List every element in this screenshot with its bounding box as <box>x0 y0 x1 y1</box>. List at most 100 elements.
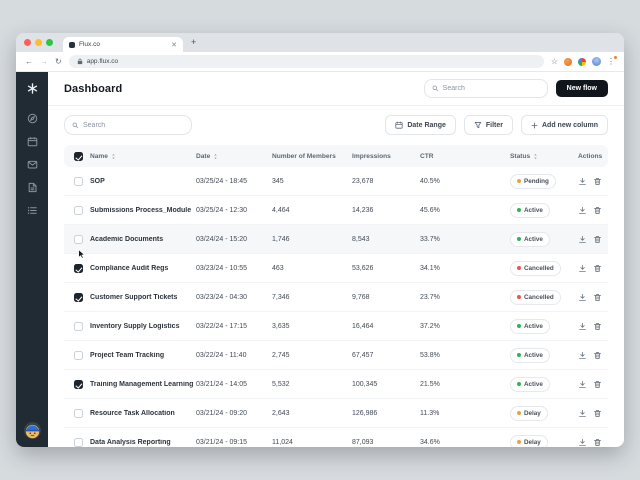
mouse-cursor-icon <box>78 248 85 259</box>
download-icon[interactable] <box>578 264 587 273</box>
update-badge <box>613 55 617 59</box>
table-row[interactable]: Training Management Learning 03/21/24 - 1… <box>64 370 608 399</box>
zoom-window-button[interactable] <box>46 39 53 46</box>
global-search-field[interactable] <box>442 85 540 92</box>
trash-icon[interactable] <box>593 235 602 244</box>
url-text: app.flux.co <box>86 58 119 65</box>
add-new-column-button[interactable]: Add new column <box>521 115 608 135</box>
sidebar-item-mail[interactable] <box>23 157 41 173</box>
table-row[interactable]: Inventory Supply Logistics 03/22/24 - 17:… <box>64 312 608 341</box>
table-row[interactable]: Submissions Process_Module 03/25/24 - 12:… <box>64 196 608 225</box>
row-checkbox[interactable] <box>74 321 83 331</box>
trash-icon[interactable] <box>593 206 602 215</box>
row-checkbox[interactable] <box>74 234 83 244</box>
forward-icon[interactable]: → <box>40 56 48 66</box>
browser-tab[interactable]: Flux.co ✕ <box>63 37 183 52</box>
extension-icon[interactable] <box>578 57 586 66</box>
column-header-date[interactable]: Date <box>196 153 272 160</box>
trash-icon[interactable] <box>593 322 602 331</box>
filter-button[interactable]: Filter <box>463 115 513 135</box>
download-icon[interactable] <box>578 409 587 418</box>
select-all-checkbox[interactable] <box>74 151 83 161</box>
trash-icon[interactable] <box>593 351 602 360</box>
browser-profile-avatar[interactable] <box>592 57 601 66</box>
cell-status: Cancelled <box>510 260 578 276</box>
reload-icon[interactable]: ↻ <box>55 56 62 66</box>
table-row[interactable]: Data Analysis Reporting 03/21/24 - 09:15 1… <box>64 428 608 447</box>
cell-date: 03/21/24 - 09:15 <box>196 438 247 446</box>
bookmark-star-icon[interactable]: ☆ <box>550 56 558 66</box>
row-checkbox-cell <box>64 437 90 447</box>
table-row[interactable]: Project Team Tracking 03/22/24 - 11:40 2,7… <box>64 341 608 370</box>
sidebar-item-list[interactable] <box>23 203 41 219</box>
browser-addressbar: ← → ↻ app.flux.co ☆ ⋮ <box>16 52 624 72</box>
extension-icon[interactable] <box>564 57 572 66</box>
minimize-window-button[interactable] <box>35 39 42 46</box>
sidebar-item-dashboard[interactable] <box>23 111 41 127</box>
table-row[interactable]: Academic Documents 03/24/24 - 15:20 1,746 8… <box>64 225 608 259</box>
cell-ctr: 21.5% <box>420 380 440 388</box>
cell-date: 03/21/24 - 14:05 <box>196 380 247 388</box>
table-row[interactable]: Compliance Audit Regs 03/23/24 - 10:55 463… <box>64 254 608 283</box>
cell-members: 3,635 <box>272 322 290 330</box>
row-checkbox[interactable] <box>74 408 83 418</box>
sort-icon <box>214 153 218 159</box>
trash-icon[interactable] <box>593 293 602 302</box>
column-header-status[interactable]: Status <box>510 153 578 160</box>
new-flow-button[interactable]: New flow <box>555 80 608 97</box>
trash-icon[interactable] <box>593 438 602 447</box>
download-icon[interactable] <box>578 177 587 186</box>
row-checkbox[interactable] <box>74 292 83 302</box>
sidebar-item-calendar[interactable] <box>23 134 41 150</box>
url-bar[interactable]: app.flux.co <box>68 55 544 68</box>
download-icon[interactable] <box>578 206 587 215</box>
table-search-input[interactable] <box>64 115 192 135</box>
column-header-members[interactable]: Number of Members <box>272 152 336 160</box>
download-icon[interactable] <box>578 293 587 302</box>
addressbar-actions: ☆ ⋮ <box>550 55 617 66</box>
download-icon[interactable] <box>578 351 587 360</box>
status-badge: Active <box>510 347 550 363</box>
status-badge: Pending <box>510 173 556 189</box>
sidebar-item-documents[interactable] <box>23 180 41 196</box>
plus-icon <box>531 122 538 129</box>
column-header-name[interactable]: Name <box>90 153 196 160</box>
cell-members: 2,643 <box>272 409 290 417</box>
browser-tabstrip: Flux.co ✕ + <box>16 33 624 52</box>
download-icon[interactable] <box>578 322 587 331</box>
table-row[interactable]: SOP 03/25/24 - 18:45 345 23,678 40.5% Pending <box>64 167 608 196</box>
trash-icon[interactable] <box>593 380 602 389</box>
table-search-field[interactable] <box>83 121 184 129</box>
page-header: Dashboard New flow <box>48 72 624 106</box>
global-search-input[interactable] <box>423 79 548 98</box>
browser-menu-icon[interactable]: ⋮ <box>607 55 617 66</box>
row-checkbox[interactable] <box>74 379 83 389</box>
trash-icon[interactable] <box>593 177 602 186</box>
tab-close-icon[interactable]: ✕ <box>171 41 177 49</box>
table-row[interactable]: Resource Task Allocation 03/21/24 - 09:20… <box>64 399 608 428</box>
row-checkbox[interactable] <box>74 205 83 215</box>
cell-members: 463 <box>272 264 284 272</box>
row-checkbox[interactable] <box>74 350 83 360</box>
cell-impressions: 23,678 <box>352 177 374 185</box>
table-row[interactable]: Customer Support Tickets 03/23/24 - 04:30… <box>64 283 608 312</box>
row-checkbox[interactable] <box>74 263 83 273</box>
cell-status: Active <box>510 347 578 363</box>
column-header-ctr[interactable]: CTR <box>420 152 434 160</box>
download-icon[interactable] <box>578 235 587 244</box>
row-checkbox[interactable] <box>74 176 83 186</box>
app-logo-icon[interactable] <box>23 79 41 97</box>
row-checkbox-cell <box>64 176 90 186</box>
date-range-button[interactable]: Date Range <box>385 115 456 135</box>
column-header-impressions[interactable]: Impressions <box>352 152 391 160</box>
new-tab-button[interactable]: + <box>191 37 197 47</box>
trash-icon[interactable] <box>593 264 602 273</box>
trash-icon[interactable] <box>593 409 602 418</box>
tab-title: Flux.co <box>79 41 100 48</box>
user-avatar[interactable] <box>23 422 41 439</box>
download-icon[interactable] <box>578 438 587 447</box>
close-window-button[interactable] <box>24 39 31 46</box>
row-checkbox[interactable] <box>74 437 83 447</box>
back-icon[interactable]: ← <box>25 56 33 66</box>
download-icon[interactable] <box>578 380 587 389</box>
